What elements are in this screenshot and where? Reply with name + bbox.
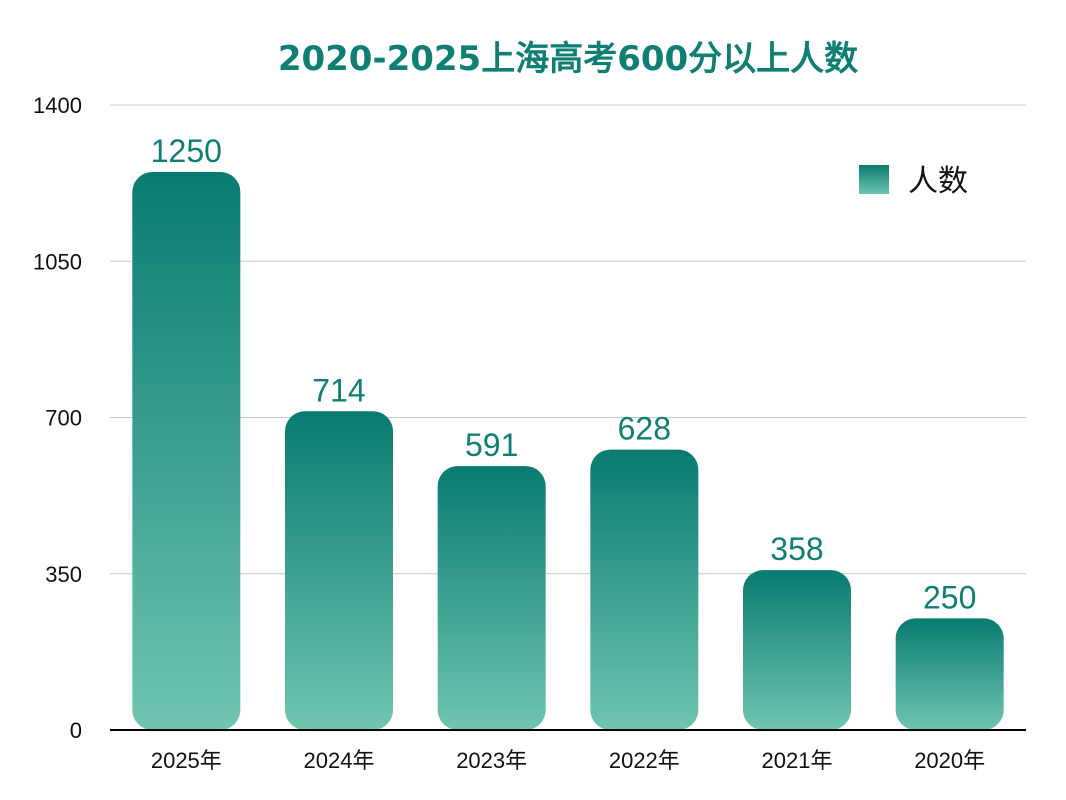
data-label: 591	[465, 427, 518, 463]
bar-2025年	[132, 171, 241, 730]
x-tick-label: 2020年	[914, 748, 985, 773]
x-axis-ticks: 2025年 2024年 2023年 2022年 2021年 2020年	[151, 748, 985, 773]
gridlines	[110, 104, 1026, 575]
x-tick-label: 2025年	[151, 748, 222, 773]
data-labels: 1250 714 591 628 358 250	[151, 133, 977, 615]
x-tick-label: 2024年	[304, 748, 375, 773]
x-tick-label: 2023年	[456, 748, 527, 773]
y-tick-label: 1400	[33, 93, 82, 118]
y-tick-label: 350	[45, 562, 82, 587]
data-label: 714	[312, 372, 365, 408]
legend-swatch	[859, 165, 889, 194]
y-axis-ticks: 0 350 700 1050 1400	[33, 93, 82, 743]
data-label: 628	[618, 411, 671, 447]
bar-2023年	[437, 466, 546, 730]
y-tick-label: 0	[70, 718, 82, 743]
legend: 人数	[859, 164, 968, 199]
bars	[132, 171, 1004, 730]
data-label: 250	[923, 579, 976, 615]
x-tick-label: 2022年	[609, 748, 680, 773]
bar-2022年	[590, 449, 699, 730]
data-label: 358	[770, 531, 823, 567]
legend-label: 人数	[908, 164, 968, 199]
bar-2020年	[895, 618, 1004, 730]
bar-2024年	[285, 411, 393, 730]
data-label: 1250	[151, 133, 222, 169]
y-tick-label: 1050	[33, 249, 82, 274]
y-tick-label: 700	[45, 406, 82, 431]
bar-2021年	[743, 570, 851, 730]
x-tick-label: 2021年	[762, 748, 833, 773]
chart-title: 2020-2025上海高考600分以上人数	[278, 39, 858, 79]
